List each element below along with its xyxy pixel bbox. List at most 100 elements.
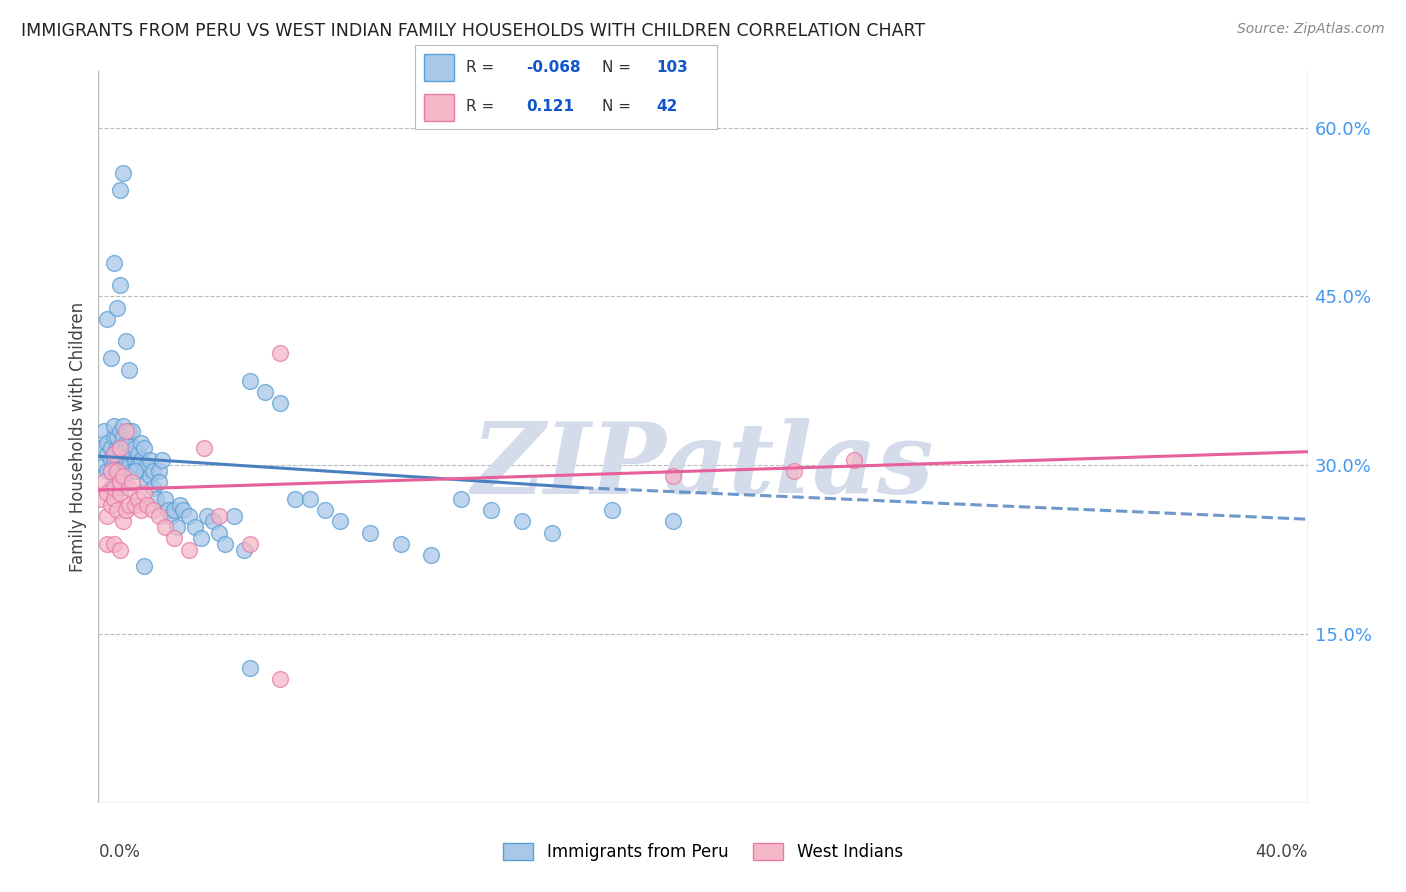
Point [93, 458, 115, 473]
Point [844, 452, 866, 467]
Point [139, 469, 162, 483]
Point [121, 464, 143, 478]
Point [114, 334, 136, 349]
Point [108, 475, 131, 489]
Legend: Immigrants from Peru, West Indians: Immigrants from Peru, West Indians [496, 836, 910, 868]
Text: 0.0%: 0.0% [98, 843, 141, 861]
Point [239, 661, 262, 675]
Point [96, 537, 118, 551]
Point [108, 442, 131, 456]
Point [96, 435, 118, 450]
Point [121, 425, 143, 439]
Point [118, 425, 141, 439]
Point [103, 537, 125, 551]
Point [510, 515, 533, 529]
Point [127, 447, 149, 461]
Point [135, 458, 157, 473]
Point [329, 515, 352, 529]
Point [108, 425, 131, 439]
Point [148, 475, 170, 489]
Point [142, 481, 165, 495]
Point [150, 452, 173, 467]
Point [124, 498, 146, 512]
Point [103, 452, 125, 467]
Point [420, 548, 443, 562]
Point [114, 503, 136, 517]
Point [96, 447, 118, 461]
Point [108, 182, 131, 196]
Point [96, 312, 118, 326]
Y-axis label: Family Households with Children: Family Households with Children [69, 302, 87, 572]
Point [108, 464, 131, 478]
Point [100, 498, 122, 512]
Point [139, 452, 162, 467]
Point [184, 520, 207, 534]
Text: Source: ZipAtlas.com: Source: ZipAtlas.com [1237, 22, 1385, 37]
Point [132, 442, 155, 456]
Text: IMMIGRANTS FROM PERU VS WEST INDIAN FAMILY HOUSEHOLDS WITH CHILDREN CORRELATION : IMMIGRANTS FROM PERU VS WEST INDIAN FAMI… [21, 22, 925, 40]
Point [124, 464, 146, 478]
Point [124, 442, 146, 456]
Point [103, 430, 125, 444]
Point [103, 447, 125, 461]
Point [602, 503, 624, 517]
Text: ZIPatlas: ZIPatlas [472, 418, 934, 515]
Point [118, 362, 141, 376]
Point [127, 458, 149, 473]
Point [202, 515, 225, 529]
Point [540, 525, 562, 540]
Point [172, 503, 194, 517]
Point [111, 418, 134, 433]
Point [93, 475, 115, 489]
Point [239, 537, 262, 551]
Point [105, 447, 128, 461]
Point [132, 464, 155, 478]
Point [103, 491, 125, 506]
Point [103, 255, 125, 269]
Point [135, 475, 157, 489]
Point [90, 442, 112, 456]
FancyBboxPatch shape [423, 94, 454, 120]
Point [100, 452, 122, 467]
Point [142, 464, 165, 478]
Point [661, 469, 683, 483]
Point [103, 469, 125, 483]
Point [269, 672, 291, 686]
Point [145, 491, 167, 506]
Point [253, 385, 276, 400]
Text: R =: R = [467, 99, 495, 114]
Point [153, 491, 176, 506]
Point [450, 491, 472, 506]
Point [360, 525, 382, 540]
Point [111, 166, 134, 180]
Point [214, 537, 236, 551]
Point [208, 508, 231, 523]
Point [299, 491, 322, 506]
Point [90, 491, 112, 506]
Text: -0.068: -0.068 [527, 60, 581, 75]
Point [111, 464, 134, 478]
Point [148, 508, 170, 523]
Text: 42: 42 [657, 99, 678, 114]
Point [148, 464, 170, 478]
Point [103, 447, 125, 461]
Point [105, 464, 128, 478]
Text: 0.121: 0.121 [527, 99, 575, 114]
Text: 103: 103 [657, 60, 689, 75]
Point [100, 464, 122, 478]
Point [96, 508, 118, 523]
Point [127, 491, 149, 506]
Point [239, 374, 262, 388]
Point [118, 498, 141, 512]
Point [108, 542, 131, 557]
Point [160, 508, 183, 523]
Point [105, 430, 128, 444]
Point [105, 469, 128, 483]
Point [783, 464, 806, 478]
Point [111, 469, 134, 483]
Point [108, 447, 131, 461]
Point [105, 301, 128, 315]
Point [118, 481, 141, 495]
Point [111, 447, 134, 461]
Point [156, 503, 179, 517]
